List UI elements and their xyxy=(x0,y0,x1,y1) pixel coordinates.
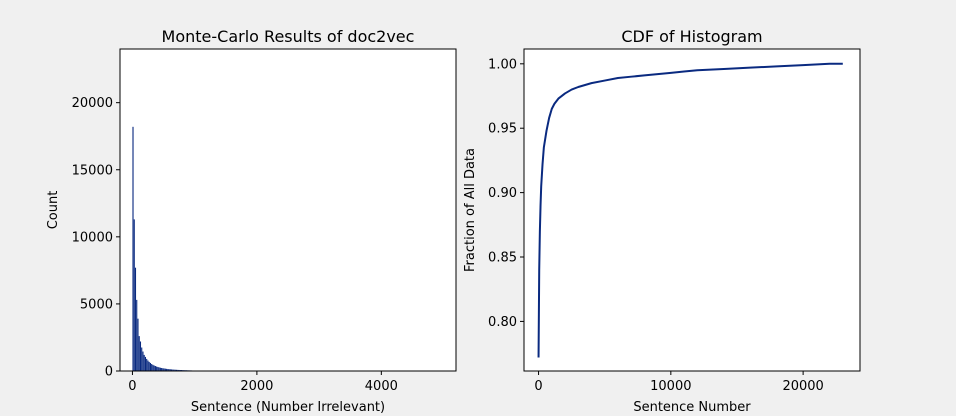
cdf-plot-area xyxy=(524,49,860,371)
histogram-bar xyxy=(139,341,142,371)
histogram-bar xyxy=(167,369,169,371)
cdf-x-tick-label: 20000 xyxy=(782,379,823,394)
histogram-bar xyxy=(168,369,170,371)
cdf-y-tick-label: 0.95 xyxy=(488,122,517,137)
cdf-x-tick-label: 0 xyxy=(534,379,542,394)
histogram-bar xyxy=(151,364,153,371)
histogram-bar xyxy=(166,368,168,371)
histogram-bar xyxy=(154,366,156,371)
histogram-bar xyxy=(152,364,154,371)
cdf-frame xyxy=(523,48,861,372)
histogram-x-tick-label: 0 xyxy=(128,379,136,394)
histogram-bar xyxy=(148,361,150,371)
histogram-bars xyxy=(132,126,193,371)
histogram-bar xyxy=(173,369,175,371)
cdf-panel: 0 10000 20000 0.80 0.85 0.90 0.95 1.00 CDF of H… xyxy=(463,27,861,415)
histogram-x-axis-label: Sentence (Number Irrelevant) xyxy=(191,400,385,415)
cdf-y-axis-label: Fraction of All Data xyxy=(463,148,478,272)
histogram-bar xyxy=(156,366,158,371)
histogram-bar xyxy=(142,351,144,371)
cdf-ticks: 0 10000 20000 0.80 0.85 0.90 0.95 1.00 xyxy=(488,57,824,394)
histogram-y-tick-label: 15000 xyxy=(72,163,113,178)
histogram-bar xyxy=(158,367,160,371)
histogram-bar xyxy=(178,369,180,371)
histogram-y-tick-label: 10000 xyxy=(72,230,113,245)
cdf-title: CDF of Histogram xyxy=(621,27,762,46)
histogram-bar xyxy=(143,354,145,371)
cdf-x-tick-label: 10000 xyxy=(650,379,691,394)
histogram-bar xyxy=(159,367,161,371)
histogram-bar xyxy=(176,369,178,371)
histogram-panel: 0 2000 4000 0 5000 10000 15000 20000 Monte-Carl… xyxy=(46,27,457,415)
histogram-bar xyxy=(174,369,176,371)
histogram-bar xyxy=(144,356,147,371)
histogram-bar xyxy=(146,358,148,371)
histogram-x-tick-label: 2000 xyxy=(240,379,273,394)
histogram-x-tick-label: 4000 xyxy=(365,379,398,394)
histogram-bar xyxy=(137,318,139,371)
cdf-x-axis-label: Sentence Number xyxy=(633,400,751,415)
cdf-y-tick-label: 0.85 xyxy=(488,251,517,266)
histogram-bar xyxy=(147,360,149,371)
histogram-bar xyxy=(162,368,164,371)
cdf-y-tick-label: 0.90 xyxy=(488,186,517,201)
histogram-frame xyxy=(119,48,457,372)
histogram-bar xyxy=(169,369,171,371)
histogram-bar xyxy=(132,126,134,371)
histogram-bar xyxy=(134,267,137,371)
histogram-bar xyxy=(161,367,163,371)
histogram-bar xyxy=(136,299,138,371)
histogram-y-tick-label: 5000 xyxy=(80,297,113,312)
histogram-bar xyxy=(157,366,159,371)
histogram-bar xyxy=(141,347,143,371)
histogram-bar xyxy=(177,369,179,371)
histogram-y-axis-label: Count xyxy=(46,191,61,230)
histogram-y-tick-label: 20000 xyxy=(72,96,113,111)
histogram-bar xyxy=(133,219,135,371)
histogram-y-tick-label: 0 xyxy=(105,365,113,380)
histogram-title: Monte-Carlo Results of doc2vec xyxy=(162,27,415,46)
histogram-bar xyxy=(163,368,165,371)
histogram-bar xyxy=(171,369,173,371)
histogram-plot-area xyxy=(120,49,456,371)
histogram-bar xyxy=(153,365,155,371)
cdf-y-tick-label: 0.80 xyxy=(488,315,517,330)
histogram-bar xyxy=(149,362,151,371)
histogram-bar xyxy=(172,369,174,371)
histogram-bar xyxy=(138,336,140,371)
histogram-bar xyxy=(164,368,166,371)
cdf-y-tick-label: 1.00 xyxy=(488,57,517,72)
cdf-series-line xyxy=(537,62,843,358)
histogram-ticks: 0 2000 4000 0 5000 10000 15000 20000 xyxy=(72,96,398,394)
